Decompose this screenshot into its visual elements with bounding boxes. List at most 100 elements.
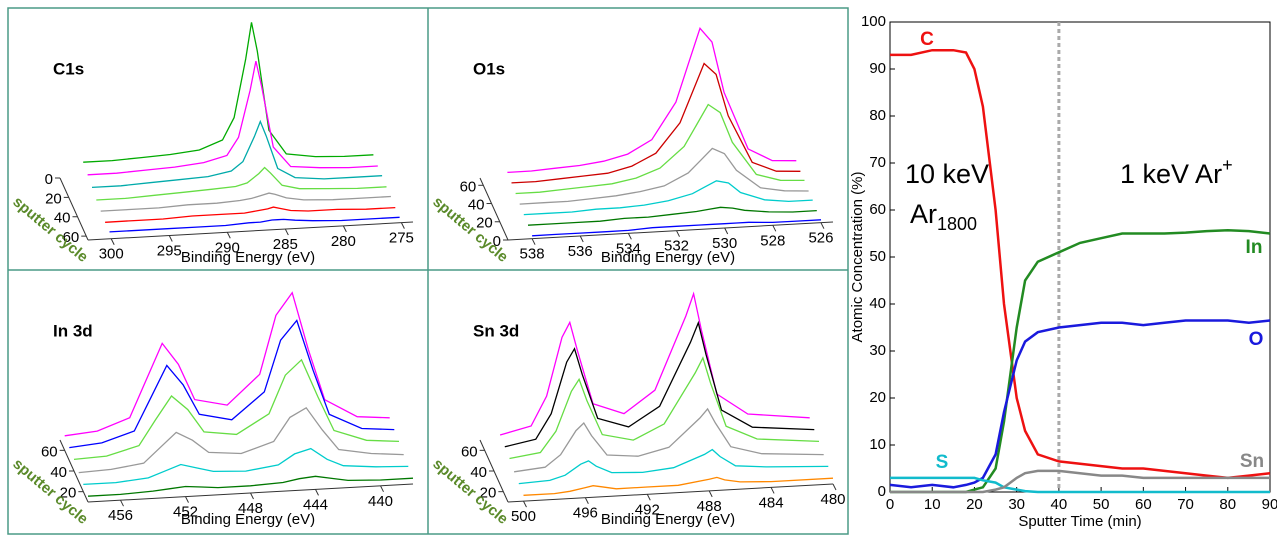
- spectrum: [91, 119, 383, 189]
- y-tick-label: 50: [869, 248, 886, 265]
- x-tick-label: 488: [697, 498, 722, 515]
- x-tick-label: 530: [712, 235, 737, 252]
- x-tick-label: 290: [215, 239, 240, 256]
- line-series: [890, 48, 1271, 480]
- x-tick-label: 70: [1177, 496, 1194, 513]
- x-tick-label: 496: [573, 505, 598, 522]
- x-tick: [627, 233, 632, 240]
- series-label: O: [1249, 329, 1264, 350]
- x-tick-label: 0: [886, 496, 894, 513]
- x-tick-label: 492: [635, 501, 660, 518]
- z-axis: [479, 177, 509, 241]
- y-axis-label: Atomic Concentration (%): [849, 172, 866, 343]
- x-tick-label: 10: [924, 496, 941, 513]
- x-tick-label: 80: [1219, 496, 1236, 513]
- panel-title: O1s: [473, 59, 505, 78]
- spectrum: [69, 319, 395, 449]
- z-tick-label: 20: [480, 485, 497, 502]
- x-tick-label: 528: [760, 232, 785, 249]
- x-tick-label: 440: [368, 493, 393, 510]
- x-axis-label: Binding Energy (eV): [181, 249, 315, 266]
- x-tick: [400, 222, 405, 229]
- x-axis-label: Sputter Time (min): [1018, 513, 1141, 530]
- x-tick-label: 90: [1262, 496, 1277, 513]
- x-tick: [646, 494, 651, 501]
- annotation: 10 keV: [905, 159, 989, 189]
- x-tick: [770, 487, 775, 494]
- x-tick: [676, 230, 680, 237]
- z-tick-label: 60: [461, 443, 478, 460]
- y-tick-label: 10: [869, 436, 886, 453]
- spectrum: [511, 62, 801, 184]
- spectrum: [96, 166, 387, 201]
- line-series: [889, 319, 1271, 489]
- x-tick-label: 285: [273, 236, 298, 253]
- spectrum: [100, 192, 391, 212]
- x-tick-label: 480: [820, 491, 845, 508]
- x-tick-label: 452: [173, 504, 198, 521]
- annotation-text: Ar: [910, 199, 937, 229]
- x-tick: [342, 225, 347, 233]
- x-tick-label: 30: [1008, 496, 1025, 513]
- y-tick-label: 30: [869, 342, 886, 359]
- y-tick-label: 0: [878, 483, 886, 500]
- spectrum: [78, 406, 404, 474]
- x-tick: [523, 500, 527, 508]
- panel-title: C1s: [53, 59, 84, 78]
- spectrum: [507, 27, 797, 174]
- annotation-subscript: 1800: [937, 214, 977, 234]
- series-label: S: [936, 452, 949, 473]
- spectrum: [83, 447, 409, 486]
- z-tick-label: 40: [50, 464, 67, 481]
- z-tick-label: 40: [470, 464, 487, 481]
- x-tick-label: 280: [331, 233, 356, 250]
- spectrum: [532, 219, 822, 237]
- x-tick-label: 20: [966, 496, 983, 513]
- series-label: In: [1246, 237, 1263, 258]
- z-tick-label: 40: [468, 196, 485, 213]
- x-tick: [724, 227, 729, 235]
- annotation: 1 keV Ar+: [1120, 155, 1233, 189]
- z-tick-label: 60: [63, 229, 80, 246]
- x-tick: [584, 497, 589, 504]
- x-axis: [507, 221, 834, 241]
- spectrum: [87, 475, 414, 497]
- x-tick: [708, 490, 713, 498]
- spectrum: [515, 103, 805, 195]
- spectrum: [504, 320, 815, 448]
- y-tick-label: 70: [869, 154, 886, 171]
- spectrum: [73, 358, 400, 461]
- x-tick: [820, 222, 825, 229]
- z-tick-label: 0: [45, 171, 53, 188]
- z-tick-label: 60: [460, 178, 477, 195]
- x-tick: [832, 483, 837, 491]
- y-tick-label: 20: [869, 389, 886, 406]
- x-tick-label: 50: [1093, 496, 1110, 513]
- x-tick-label: 536: [568, 243, 593, 260]
- x-tick: [250, 492, 254, 500]
- spectrum: [83, 22, 374, 163]
- x-tick-label: 526: [808, 230, 833, 247]
- z-tick-label: 0: [493, 233, 501, 250]
- spectrum: [87, 60, 378, 176]
- x-axis: [87, 221, 414, 241]
- series-label: C: [920, 29, 934, 50]
- x-tick-label: 532: [664, 238, 689, 255]
- x-tick-label: 456: [108, 507, 133, 524]
- spectrum: [64, 291, 390, 437]
- annotation-text: 1 keV Ar: [1120, 159, 1222, 189]
- series-label: Sn: [1240, 451, 1264, 472]
- annotation-text: 10 keV: [905, 159, 989, 189]
- z-tick-label: 20: [60, 485, 77, 502]
- x-tick: [315, 489, 319, 496]
- x-tick: [120, 499, 124, 507]
- x-tick: [110, 238, 115, 245]
- y-tick-label: 40: [869, 295, 886, 312]
- x-tick: [168, 235, 173, 242]
- x-tick: [531, 238, 536, 245]
- spectrum: [523, 180, 813, 216]
- x-tick: [185, 496, 189, 503]
- y-tick-label: 60: [869, 201, 886, 218]
- spectrum: [519, 147, 809, 205]
